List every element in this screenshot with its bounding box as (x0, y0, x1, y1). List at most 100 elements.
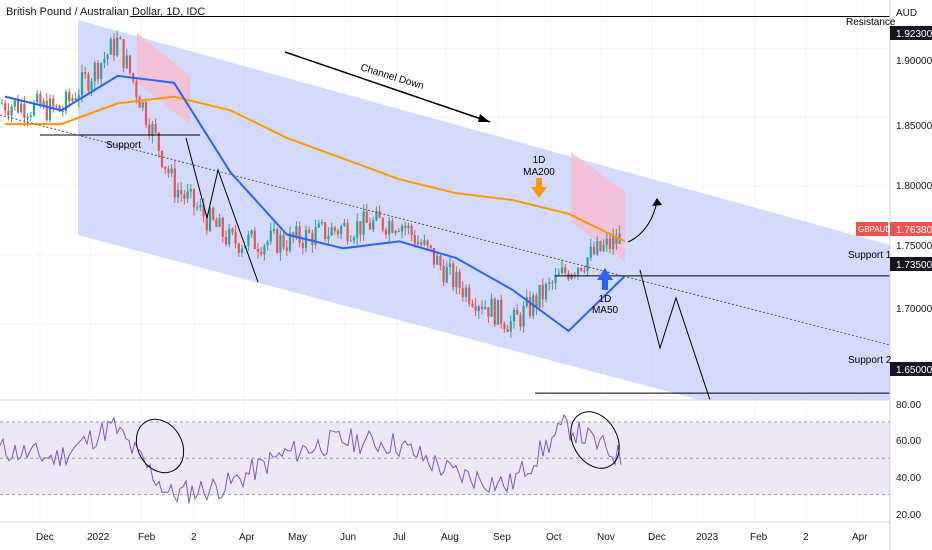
candle-body (205, 216, 208, 231)
candle-body (551, 282, 554, 284)
candle-body (365, 211, 368, 223)
candle-body (327, 235, 330, 240)
candle-body (362, 211, 365, 235)
candle-body (87, 74, 90, 91)
candle-body (397, 230, 400, 232)
trend-dotted-line (0, 114, 891, 346)
candle-body (192, 189, 196, 208)
candle-body (240, 248, 244, 253)
candle-body (32, 102, 36, 116)
candle-body (592, 246, 596, 255)
candle-body (308, 229, 311, 233)
price-tick: 1.750000 (896, 241, 932, 252)
candle-body (535, 295, 538, 308)
candle-body (61, 111, 64, 113)
time-label: Jun (340, 532, 356, 543)
candle-body (538, 284, 541, 308)
candle-body (29, 115, 32, 117)
symbol-badge-text: GBPAUD (858, 225, 891, 234)
rsi-axis[interactable]: 80.00 60.00 40.00 20.00 (896, 400, 921, 521)
candle-body (452, 263, 455, 288)
candle-body (100, 63, 103, 80)
candle-body (487, 307, 490, 317)
price-tick: 1.850000 (896, 121, 932, 132)
time-label: Jul (393, 532, 406, 543)
candle-body (154, 123, 157, 133)
candle-body (151, 123, 154, 136)
candle-body (359, 221, 362, 235)
candle-body (570, 274, 573, 279)
resistance-label: Resistance (846, 17, 896, 28)
candle-body (93, 62, 96, 82)
candle-body (122, 39, 125, 69)
time-label: 2 (803, 532, 809, 543)
candle-body (340, 226, 343, 235)
candle-body (573, 274, 576, 276)
candle-body (285, 247, 288, 251)
candle-body (112, 38, 116, 56)
candle-body (173, 168, 176, 198)
time-label: Feb (138, 532, 156, 543)
candle-body (176, 190, 180, 198)
candle-body (471, 303, 474, 307)
candle-body (586, 257, 589, 271)
candle-body (228, 228, 231, 245)
candle-body (231, 228, 234, 233)
candle-body (234, 232, 237, 244)
time-axis[interactable]: Dec 2022 Feb 2 Apr May Jun Jul Aug Sep O… (36, 532, 868, 543)
candle-body (375, 211, 378, 221)
candle-body (141, 102, 144, 108)
candle-body (605, 238, 608, 245)
chart-title: British Pound / Australian Dollar, 1D, I… (6, 6, 206, 18)
price-tick: 1.900000 (896, 56, 932, 67)
candle-body (144, 102, 148, 125)
time-label: Sep (493, 532, 511, 543)
ma50-line (4, 74, 626, 333)
rsi-tick: 40.00 (896, 473, 921, 484)
time-label: Apr (239, 532, 255, 543)
candle-body (80, 72, 84, 96)
candle-body (20, 103, 23, 113)
channel-down-label: Channel Down (359, 62, 425, 92)
channel-arrow-head (478, 114, 490, 122)
rebound-arrow-head (652, 198, 662, 206)
candle-body (68, 92, 71, 101)
candle-body (103, 58, 106, 64)
candle-body (128, 55, 132, 74)
candle-body (615, 236, 618, 244)
candle-body (221, 218, 224, 237)
candle-body (407, 225, 410, 229)
candle-body (458, 271, 461, 288)
candle-body (196, 207, 199, 209)
candle-body (378, 211, 381, 219)
candle-body (612, 236, 615, 249)
candle-body (13, 100, 16, 107)
candle-body (324, 222, 327, 240)
support2-label: Support 2 (848, 355, 892, 366)
price-axis[interactable]: AUD 1.900000 1.850000 1.800000 1.750000 … (856, 8, 932, 376)
candle-body (410, 225, 413, 235)
candle-body (4, 103, 7, 111)
candle-body (263, 245, 266, 255)
candle-body (442, 265, 445, 283)
candle-body (516, 310, 519, 315)
candle-body (320, 222, 324, 224)
candle-body (330, 227, 333, 236)
price-badge-text: 1.735000 (896, 260, 932, 271)
candle-body (71, 98, 74, 101)
candle-body (256, 249, 260, 252)
candle-body (400, 225, 404, 232)
candle-body (224, 236, 228, 245)
time-label: Nov (597, 532, 615, 543)
candle-body (500, 299, 503, 324)
candle-body (90, 81, 93, 91)
time-label: Oct (546, 532, 562, 543)
time-label: Feb (750, 532, 768, 543)
candle-body (183, 194, 186, 199)
candle-body (439, 255, 442, 266)
candle-body (503, 323, 506, 329)
candle-body (420, 242, 423, 245)
candle-body (608, 238, 612, 249)
candle-body (602, 244, 605, 251)
